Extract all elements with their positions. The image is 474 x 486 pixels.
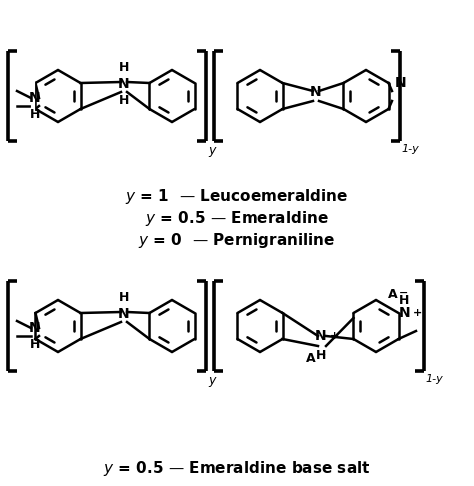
- Text: 1-y: 1-y: [425, 374, 443, 384]
- Text: $\it{y}$ = 0  — Pernigraniline: $\it{y}$ = 0 — Pernigraniline: [138, 230, 336, 249]
- Text: H: H: [119, 94, 129, 107]
- Text: N: N: [29, 321, 41, 335]
- Text: y: y: [208, 144, 215, 157]
- Text: H: H: [30, 108, 40, 121]
- Text: H: H: [30, 338, 40, 351]
- Text: N: N: [118, 307, 130, 321]
- Text: +: +: [412, 308, 422, 318]
- Text: N: N: [310, 85, 322, 99]
- Text: H: H: [119, 61, 129, 74]
- Text: +: +: [330, 331, 339, 341]
- Text: H: H: [316, 349, 326, 362]
- Text: A: A: [306, 352, 316, 365]
- Text: 1-y: 1-y: [401, 144, 419, 154]
- Text: A: A: [388, 289, 397, 301]
- Text: −: −: [317, 350, 327, 360]
- Text: N: N: [394, 76, 406, 90]
- Text: $\it{y}$ = 0.5 — Emeraldine base salt: $\it{y}$ = 0.5 — Emeraldine base salt: [103, 458, 371, 478]
- Text: −: −: [399, 288, 408, 298]
- Text: N: N: [315, 329, 327, 343]
- Text: N: N: [29, 91, 41, 105]
- Text: y: y: [208, 374, 215, 387]
- Text: H: H: [399, 294, 410, 307]
- Text: N: N: [399, 306, 410, 320]
- Text: $\it{y}$ = 1  — Leucoemeraldine: $\it{y}$ = 1 — Leucoemeraldine: [125, 187, 349, 206]
- Text: H: H: [119, 291, 129, 304]
- Text: N: N: [118, 77, 130, 91]
- Text: $\it{y}$ = 0.5 — Emeraldine: $\it{y}$ = 0.5 — Emeraldine: [145, 208, 329, 227]
